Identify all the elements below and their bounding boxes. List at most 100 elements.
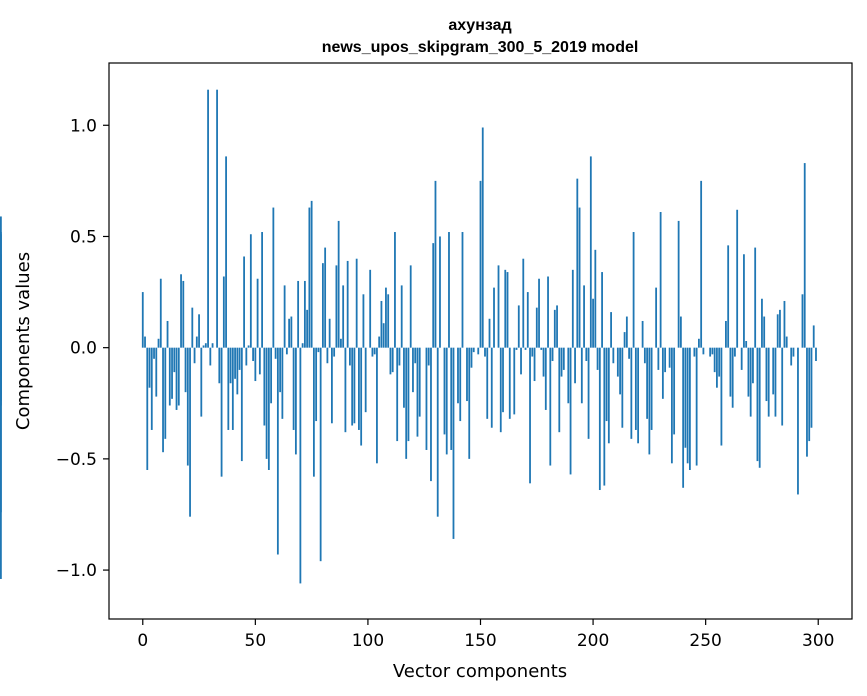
bar — [594, 249, 597, 348]
bar — [355, 258, 358, 348]
bar — [695, 347, 698, 466]
bar — [551, 347, 554, 362]
bar — [337, 220, 340, 348]
bar — [162, 347, 164, 453]
bar — [285, 347, 288, 355]
bar — [758, 347, 761, 468]
bar — [623, 332, 626, 348]
y-axis-ticks: −1.0 −0.5 0.0 0.5 1.0 — [56, 116, 109, 581]
bar — [175, 347, 178, 410]
bar — [781, 347, 784, 426]
bar — [150, 347, 153, 430]
bar — [610, 312, 612, 348]
bar — [371, 347, 374, 357]
bar — [389, 347, 392, 375]
bar — [430, 347, 432, 482]
bar — [360, 347, 363, 446]
bar — [740, 347, 743, 370]
bar — [387, 294, 390, 348]
bar — [448, 232, 450, 348]
bar — [619, 347, 621, 395]
bar — [236, 347, 239, 395]
bar — [427, 347, 430, 366]
bar — [673, 347, 676, 435]
bar — [517, 305, 520, 348]
bar — [659, 212, 662, 348]
bar — [299, 347, 302, 584]
bar — [612, 347, 615, 364]
bar — [587, 347, 590, 439]
bar — [346, 260, 349, 348]
bar — [351, 347, 354, 426]
bar — [432, 243, 435, 348]
bar — [513, 347, 516, 415]
bar — [616, 347, 619, 377]
plot-frame — [108, 62, 853, 620]
bar — [806, 347, 808, 457]
bar — [301, 343, 304, 348]
bar — [391, 347, 394, 373]
bar — [340, 338, 342, 348]
bar — [747, 347, 750, 397]
bar — [558, 347, 561, 433]
bar — [171, 347, 173, 399]
bar — [767, 347, 770, 417]
bar — [650, 347, 653, 430]
bar — [544, 347, 547, 410]
bar — [808, 347, 811, 442]
bar — [306, 309, 309, 348]
bar — [308, 207, 311, 348]
x-tick-label: 300 — [802, 631, 834, 651]
bar — [216, 89, 218, 348]
bar — [729, 347, 732, 397]
bar — [479, 180, 482, 348]
bar — [553, 309, 556, 348]
bar — [310, 200, 313, 348]
bar — [362, 294, 365, 348]
bar — [195, 336, 198, 348]
bar — [333, 347, 336, 357]
bar — [761, 298, 763, 348]
bar — [198, 314, 200, 348]
bar — [319, 347, 322, 562]
bar — [364, 347, 367, 413]
bar — [412, 347, 414, 393]
bar — [812, 325, 815, 348]
bar — [646, 347, 649, 419]
bar — [231, 347, 234, 430]
bar — [249, 234, 252, 348]
bar — [547, 276, 549, 348]
bar — [754, 247, 757, 348]
bar — [189, 347, 191, 517]
bar — [400, 285, 403, 348]
bar — [288, 318, 291, 348]
bar — [648, 347, 651, 455]
bar — [164, 347, 167, 439]
bar — [358, 347, 360, 430]
bar — [317, 347, 320, 353]
bar — [184, 347, 187, 393]
bar — [0, 347, 2, 373]
bar — [141, 292, 144, 348]
bar — [486, 347, 489, 419]
bar — [270, 347, 273, 404]
bar — [628, 347, 630, 359]
bar — [191, 307, 194, 348]
bar — [335, 265, 338, 348]
bar — [493, 287, 495, 348]
bar — [488, 318, 491, 348]
bar — [688, 347, 691, 470]
bar — [385, 287, 387, 348]
bar — [765, 347, 768, 402]
bar — [220, 347, 223, 477]
bar — [497, 265, 500, 348]
bar — [292, 347, 295, 430]
bar — [621, 347, 624, 428]
bar — [207, 89, 209, 348]
bar — [684, 347, 687, 448]
bar — [506, 272, 509, 348]
bar — [535, 307, 538, 348]
bar — [632, 232, 635, 348]
bar — [583, 285, 585, 348]
bar — [267, 347, 270, 470]
